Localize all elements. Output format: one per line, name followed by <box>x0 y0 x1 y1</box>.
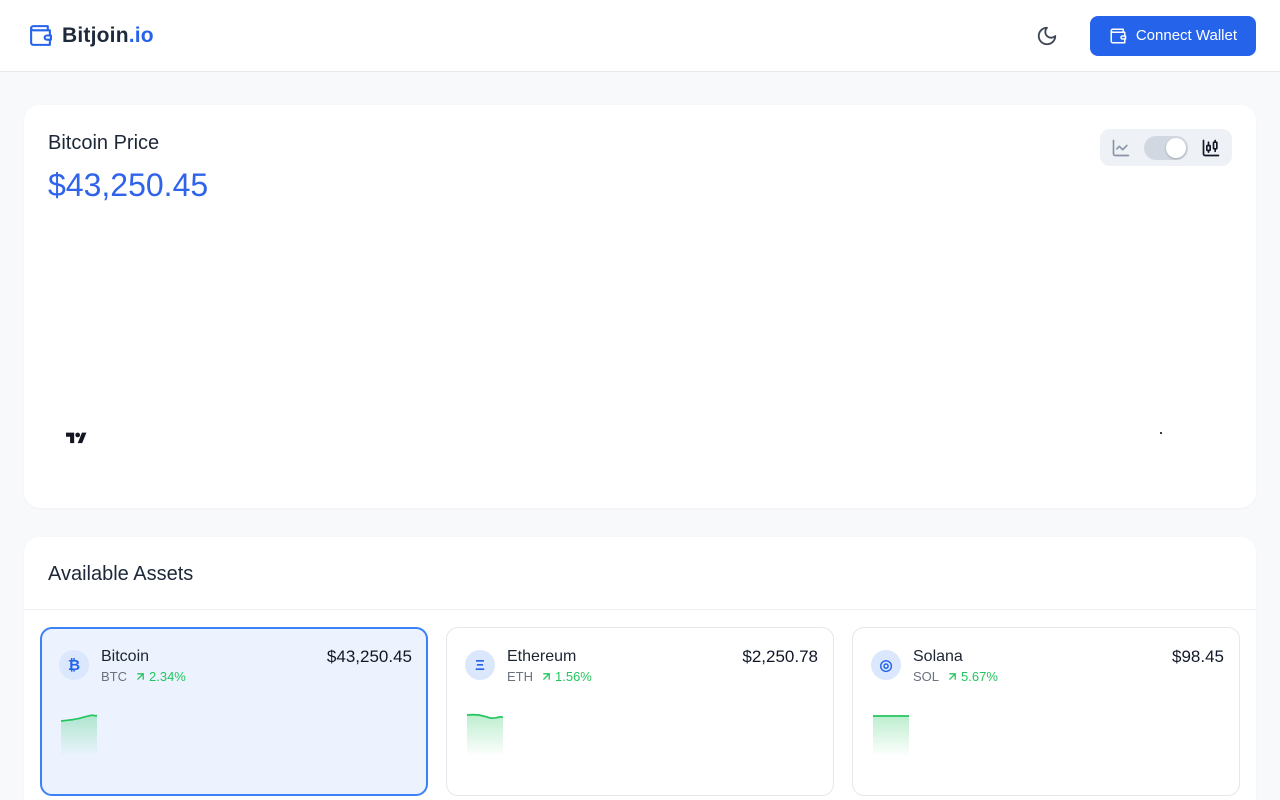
connect-wallet-label: Connect Wallet <box>1135 27 1237 44</box>
asset-symbol: SOL <box>913 669 940 684</box>
toggle-knob <box>1166 137 1186 158</box>
asset-grid: ₿ Bitcoin BTC 2.34% $43,250.45 Ξ <box>24 610 1256 796</box>
brand-logo[interactable]: Bitjoin.io <box>28 23 154 48</box>
wallet-icon <box>1110 28 1127 43</box>
brand-name: Bitjoin.io <box>62 23 154 47</box>
brand-suffix: .io <box>128 23 154 47</box>
price-chart-area[interactable] <box>48 204 1232 484</box>
connect-wallet-button[interactable]: Connect Wallet <box>1089 15 1256 56</box>
asset-card-bitcoin[interactable]: ₿ Bitcoin BTC 2.34% $43,250.45 <box>40 627 428 796</box>
asset-card-solana[interactable]: ◎ Solana SOL 5.67% $98.45 <box>852 627 1240 796</box>
asset-sparkline <box>467 713 503 760</box>
asset-change: 1.56% <box>540 670 592 683</box>
asset-change: 5.67% <box>946 670 998 683</box>
asset-sparkline <box>873 715 909 760</box>
tradingview-logo <box>66 430 87 444</box>
theme-toggle-button[interactable] <box>1030 19 1064 53</box>
app-header: Bitjoin.io Connect Wallet <box>0 0 1280 72</box>
assets-section-header: Available Assets <box>24 537 1256 610</box>
asset-symbol: ETH <box>507 669 533 684</box>
asset-sparkline <box>61 714 97 760</box>
arrow-up-right-icon <box>949 673 956 680</box>
assets-section-title: Available Assets <box>48 563 194 585</box>
asset-price: $2,250.78 <box>742 647 818 666</box>
price-card-title: Bitcoin Price <box>48 132 160 154</box>
bitcoin-price-card: Bitcoin Price $43,250.45 <box>24 105 1256 508</box>
bitcoin-icon: ₿ <box>59 650 89 680</box>
arrow-up-right-icon <box>543 673 550 680</box>
arrow-up-right-icon <box>137 673 144 680</box>
line-chart-icon[interactable] <box>1111 138 1131 158</box>
chart-type-controls <box>1100 129 1232 166</box>
ethereum-icon: Ξ <box>465 650 495 680</box>
asset-card-ethereum[interactable]: Ξ Ethereum ETH 1.56% $2,250.78 <box>446 627 834 796</box>
chart-type-toggle[interactable] <box>1144 135 1188 160</box>
main-content: Bitcoin Price $43,250.45 <box>0 72 1280 800</box>
asset-price: $43,250.45 <box>326 647 412 666</box>
candlestick-chart-icon[interactable] <box>1201 138 1221 158</box>
moon-icon <box>1037 26 1057 45</box>
asset-name: Bitcoin <box>101 648 150 665</box>
available-assets-section: Available Assets ₿ Bitcoin BTC 2.34% $43… <box>24 537 1256 800</box>
asset-symbol: BTC <box>101 669 127 684</box>
solana-icon: ◎ <box>871 650 901 680</box>
asset-name: Solana <box>913 648 963 665</box>
asset-price: $98.45 <box>1172 647 1224 666</box>
chart-loading-dot <box>1160 432 1162 434</box>
asset-name: Ethereum <box>507 648 577 665</box>
asset-change: 2.34% <box>134 670 186 683</box>
wallet-icon <box>30 25 52 46</box>
bitcoin-price-value: $43,250.45 <box>48 167 209 203</box>
